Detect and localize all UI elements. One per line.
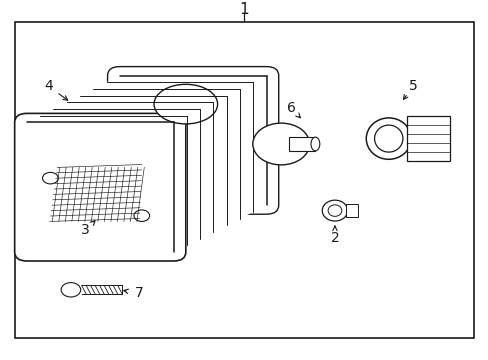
Bar — [15, 22, 473, 338]
Text: 4: 4 — [44, 80, 53, 93]
Ellipse shape — [366, 118, 410, 159]
Polygon shape — [173, 76, 266, 252]
Text: 1: 1 — [239, 1, 249, 17]
Bar — [345, 204, 357, 217]
Text: 6: 6 — [286, 101, 295, 115]
Text: 5: 5 — [408, 80, 417, 93]
Bar — [407, 116, 449, 161]
Circle shape — [42, 172, 58, 184]
FancyBboxPatch shape — [15, 113, 185, 261]
Ellipse shape — [322, 200, 347, 221]
Text: 7: 7 — [135, 287, 143, 300]
Ellipse shape — [154, 84, 217, 124]
Polygon shape — [27, 76, 266, 122]
Text: 3: 3 — [81, 224, 90, 237]
Text: 2: 2 — [330, 231, 339, 244]
Circle shape — [61, 283, 81, 297]
Bar — [288, 137, 315, 151]
Ellipse shape — [374, 125, 402, 152]
Circle shape — [134, 210, 149, 221]
Ellipse shape — [310, 137, 319, 151]
FancyBboxPatch shape — [107, 67, 278, 214]
Ellipse shape — [327, 205, 341, 216]
Circle shape — [252, 123, 309, 165]
